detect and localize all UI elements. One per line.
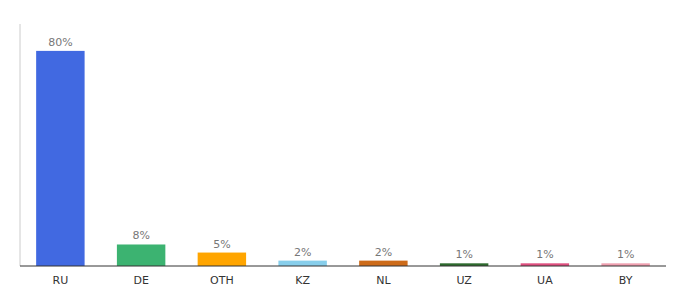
x-tick-label: UZ xyxy=(456,274,472,287)
bar xyxy=(36,51,84,266)
x-tick-label: KZ xyxy=(295,274,310,287)
bar xyxy=(278,261,326,266)
x-tick-label: DE xyxy=(133,274,148,287)
data-label: 8% xyxy=(132,229,149,242)
data-label: 2% xyxy=(375,246,392,259)
x-axis-line xyxy=(20,266,666,267)
x-tick-label: NL xyxy=(376,274,391,287)
chart-container: 80% 8% 5% 2% 2% 1% 1% 1% RU DE OTH KZ NL UZ UA BY xyxy=(0,0,680,300)
bar xyxy=(117,244,165,266)
data-label: 1% xyxy=(536,248,553,261)
data-label: 80% xyxy=(48,36,72,49)
chart-svg: 80% 8% 5% 2% 2% 1% 1% 1% RU DE OTH KZ NL UZ UA BY xyxy=(0,0,680,300)
plot-area: 80% 8% 5% 2% 2% 1% 1% 1% RU DE OTH KZ NL UZ UA BY xyxy=(20,24,666,287)
bar xyxy=(359,261,407,266)
data-label: 5% xyxy=(213,238,230,251)
bars xyxy=(36,51,650,266)
data-label: 2% xyxy=(294,246,311,259)
x-tick-label: BY xyxy=(619,274,633,287)
data-labels: 80% 8% 5% 2% 2% 1% 1% 1% xyxy=(48,36,634,261)
data-label: 1% xyxy=(617,248,634,261)
y-axis-line xyxy=(20,24,21,266)
bar xyxy=(198,253,246,266)
x-tick-labels: RU DE OTH KZ NL UZ UA BY xyxy=(53,274,633,287)
x-tick-label: OTH xyxy=(210,274,234,287)
x-tick-label: UA xyxy=(537,274,553,287)
data-label: 1% xyxy=(455,248,472,261)
x-tick-label: RU xyxy=(53,274,69,287)
